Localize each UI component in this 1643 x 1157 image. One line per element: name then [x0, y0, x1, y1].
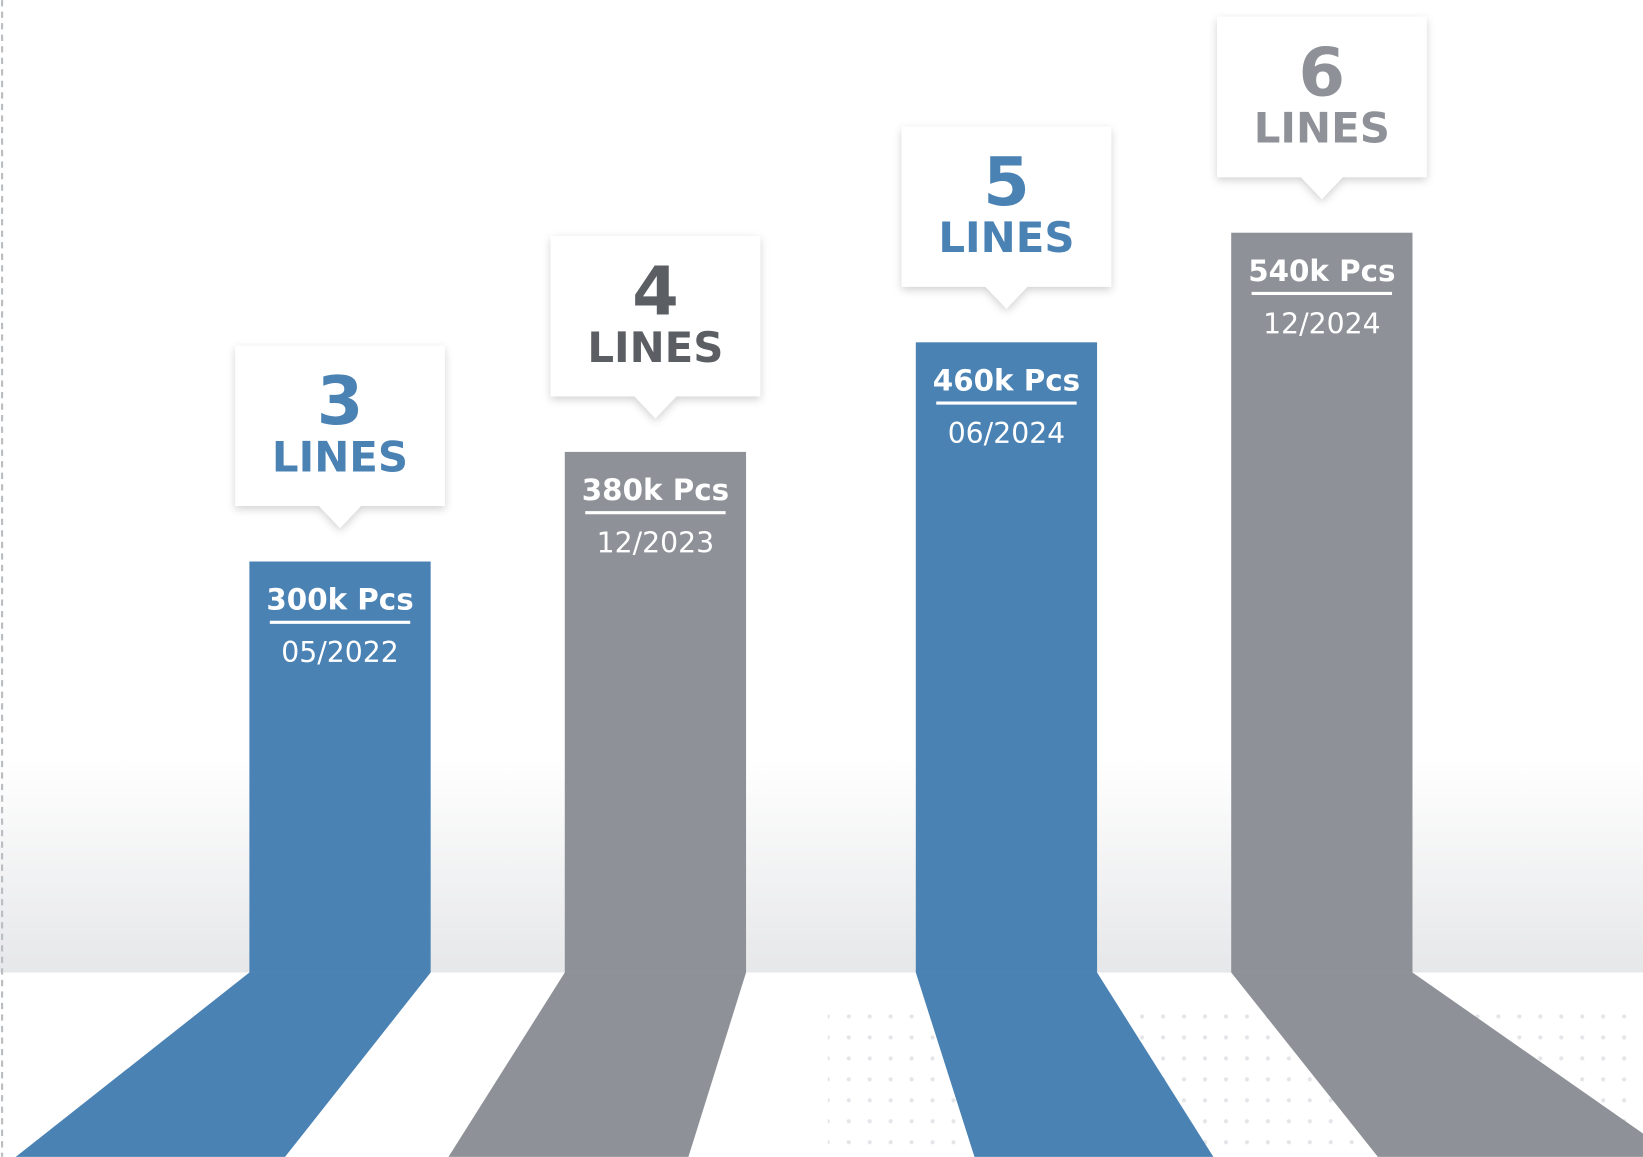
lines-count: 5	[983, 143, 1030, 221]
callout-box	[550, 236, 761, 419]
lines-label: LINES	[272, 432, 408, 481]
bar	[249, 561, 431, 973]
lines-count: 3	[317, 362, 364, 440]
value-label: 460k Pcs	[933, 364, 1080, 398]
bar	[1231, 232, 1413, 973]
category-label: 06/2024	[948, 417, 1066, 450]
bar-reflection	[1231, 972, 1643, 1157]
bar-reflection	[15, 972, 431, 1157]
lines-label: LINES	[1254, 104, 1390, 153]
bar-reflection	[448, 972, 747, 1157]
callout-box	[1217, 16, 1427, 200]
category-label: 12/2023	[597, 526, 715, 559]
callout	[1217, 16, 1427, 200]
callout	[235, 345, 445, 528]
bar	[915, 342, 1098, 973]
lines-label: LINES	[938, 213, 1074, 262]
category-label: 12/2024	[1263, 307, 1381, 340]
lines-count: 4	[632, 253, 679, 331]
category-label: 05/2022	[281, 636, 399, 669]
callout-box	[235, 345, 445, 528]
callout-box	[901, 126, 1112, 309]
lines-label: LINES	[587, 323, 723, 372]
value-label: 300k Pcs	[266, 583, 413, 617]
callout	[550, 236, 761, 419]
bar-reflection	[915, 972, 1214, 1157]
bar	[564, 451, 747, 973]
callout	[901, 126, 1112, 309]
value-label: 540k Pcs	[1248, 254, 1395, 288]
value-label: 380k Pcs	[582, 473, 729, 507]
lines-count: 6	[1299, 33, 1346, 111]
